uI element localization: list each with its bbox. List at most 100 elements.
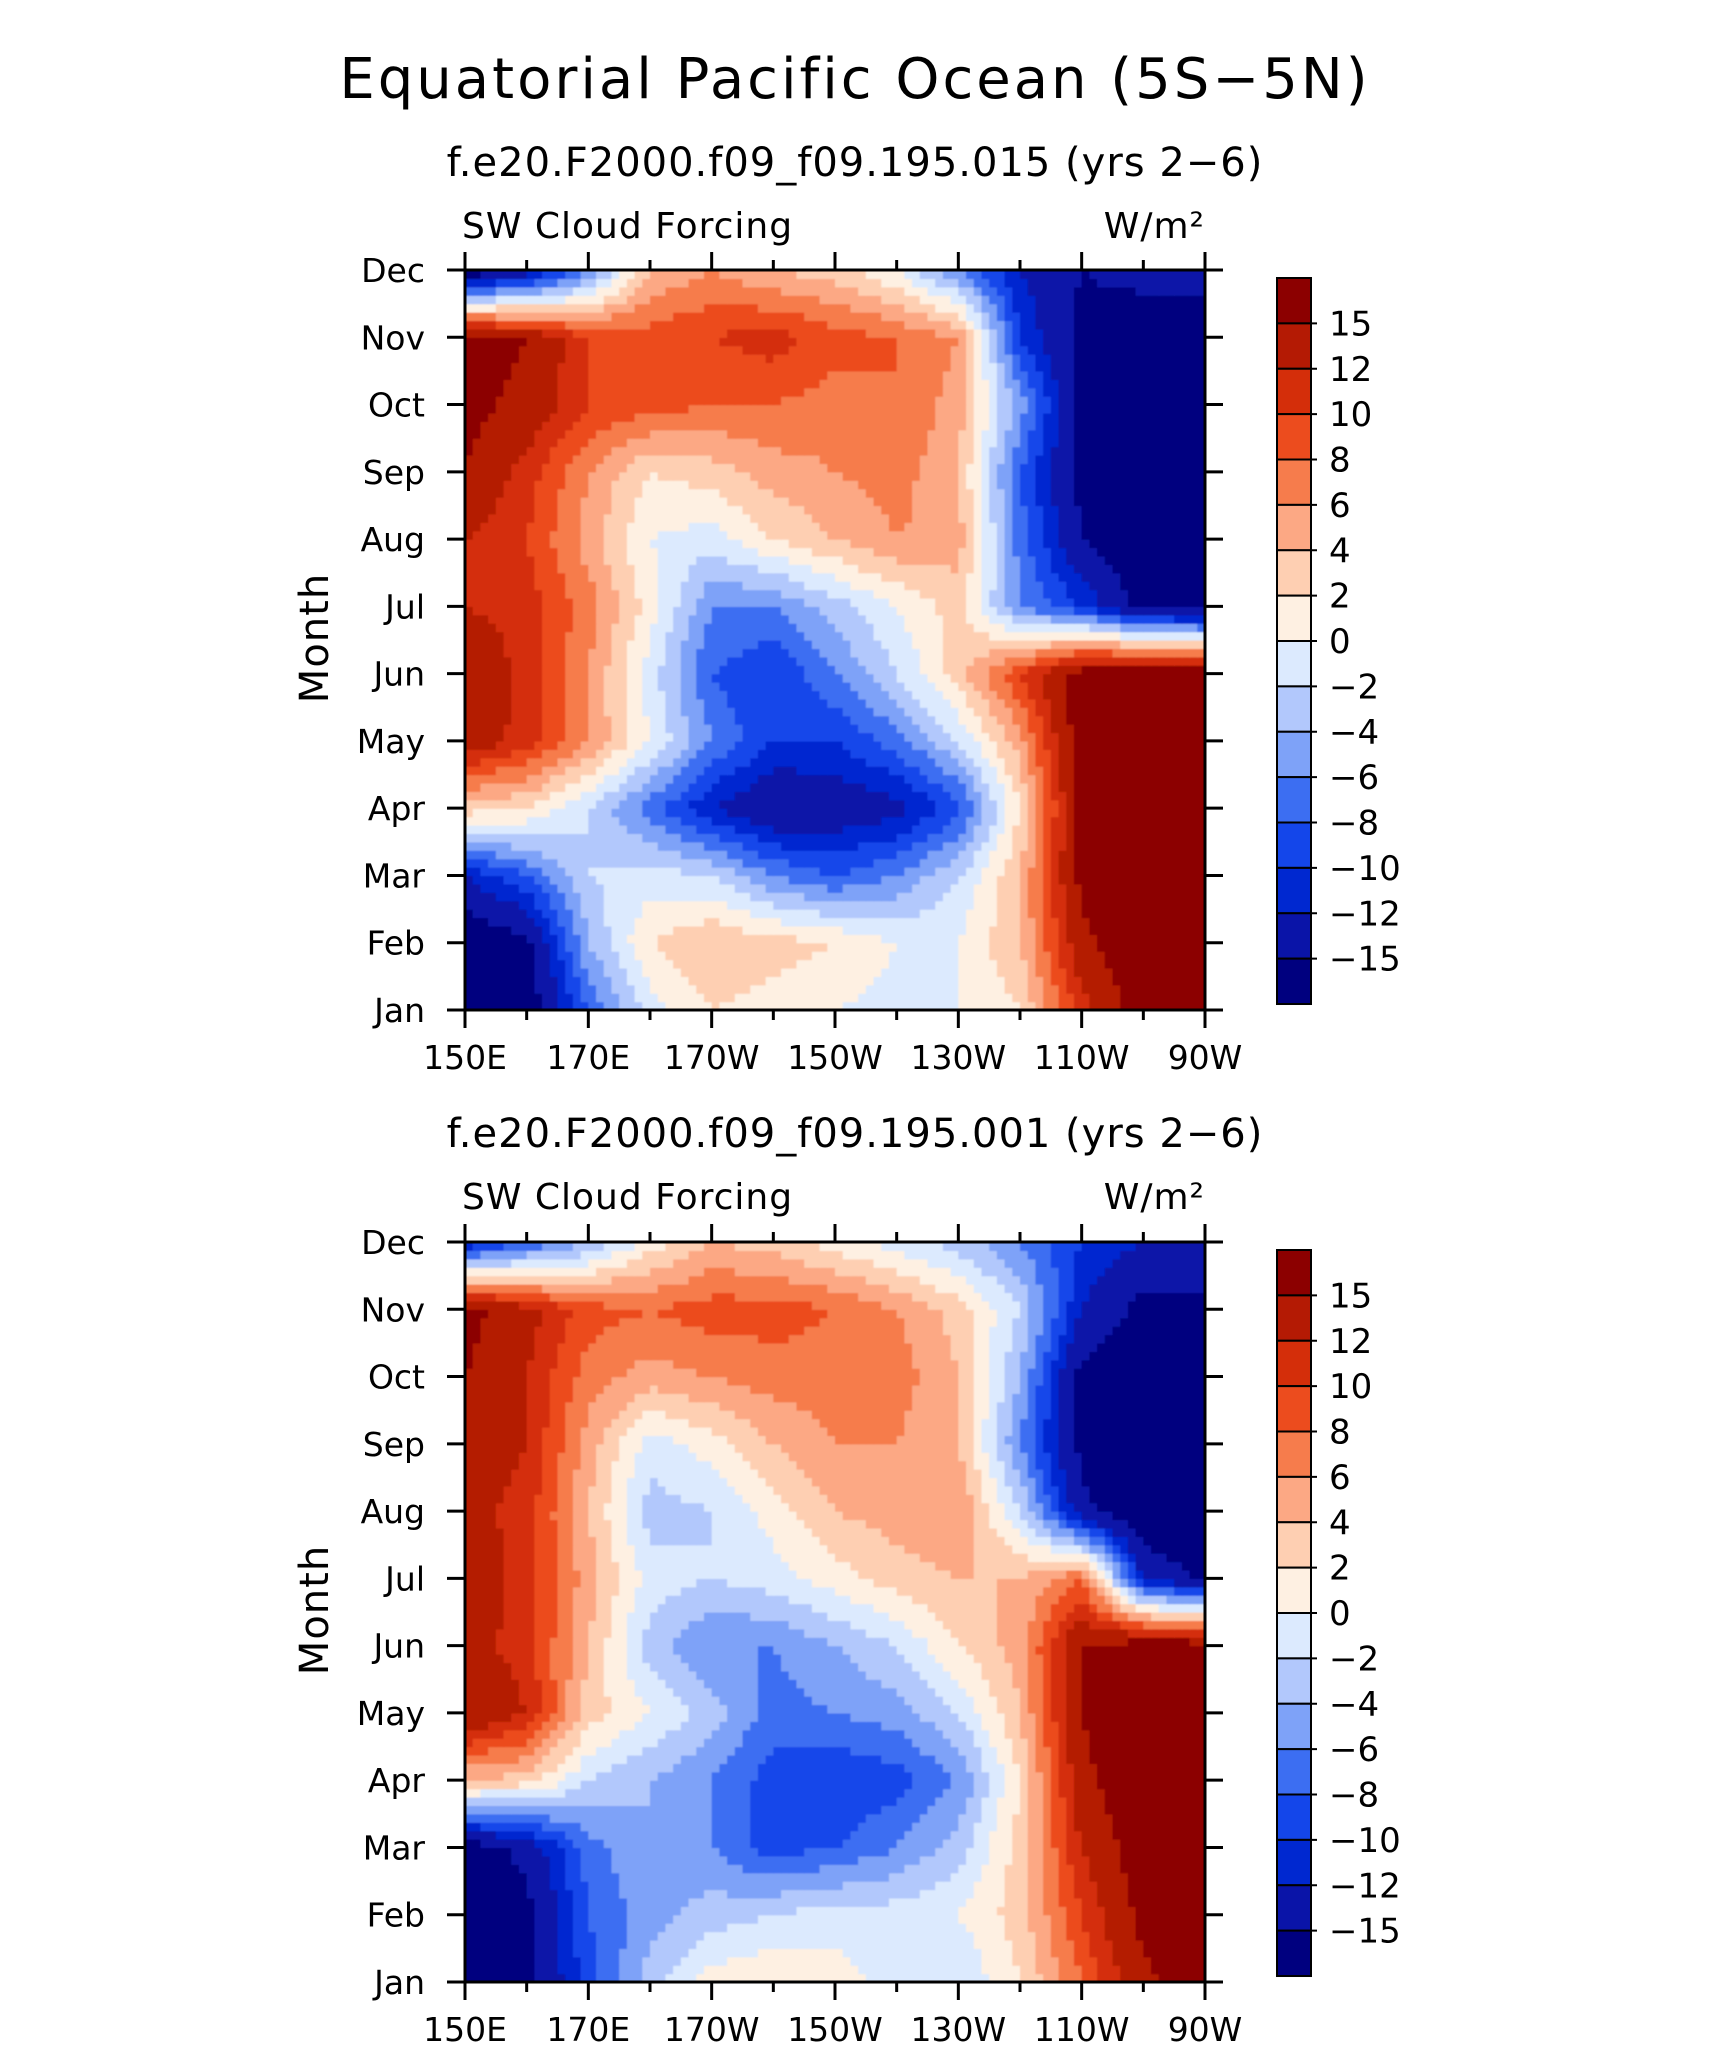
heatmap-cell <box>1143 867 1152 877</box>
heatmap-cell <box>888 589 898 599</box>
heatmap-cell <box>804 682 813 692</box>
heatmap-cell <box>835 623 844 633</box>
heatmap-cell <box>1189 841 1198 851</box>
heatmap-cell <box>981 631 990 641</box>
heatmap-cell <box>1058 976 1067 986</box>
heatmap-cell <box>719 1001 728 1011</box>
heatmap-cell <box>680 917 690 927</box>
heatmap-cell <box>596 841 605 851</box>
heatmap-cell <box>757 867 767 877</box>
heatmap-cell <box>819 665 828 675</box>
heatmap-cell <box>1197 1001 1206 1011</box>
heatmap-cell <box>650 648 659 658</box>
heatmap-cell <box>935 724 944 734</box>
heatmap-cell <box>549 749 559 759</box>
heatmap-cell <box>865 732 875 742</box>
heatmap-cell <box>1120 766 1129 776</box>
heatmap-cell <box>981 766 990 776</box>
heatmap-cell <box>958 631 967 641</box>
heatmap-cell <box>518 732 528 742</box>
heatmap-cell <box>1151 1001 1160 1011</box>
heatmap-cell <box>688 951 697 961</box>
heatmap-cell <box>1097 900 1106 910</box>
heatmap-cell <box>619 867 628 877</box>
heatmap-cell <box>495 976 505 986</box>
heatmap-cell <box>1027 925 1037 935</box>
heatmap-cell <box>827 640 836 650</box>
heatmap-cell <box>788 909 798 919</box>
heatmap-cell <box>488 900 497 910</box>
heatmap-cell <box>588 673 597 683</box>
heatmap-cell <box>596 581 605 591</box>
heatmap-cell <box>1043 631 1052 641</box>
heatmap-cell <box>565 665 574 675</box>
heatmap-cell <box>1181 959 1191 969</box>
heatmap-cell <box>626 623 636 633</box>
heatmap-cell <box>611 951 620 961</box>
heatmap-cell <box>835 766 844 776</box>
heatmap-cell <box>1027 682 1037 692</box>
heatmap-cell <box>865 993 875 1003</box>
heatmap-cell <box>719 875 728 885</box>
heatmap-cell <box>626 606 636 616</box>
heatmap-cell <box>835 673 844 683</box>
heatmap-cell <box>935 909 944 919</box>
heatmap-cell <box>796 808 805 818</box>
heatmap-cell <box>688 740 697 750</box>
heatmap-cell <box>835 791 844 801</box>
heatmap-cell <box>472 917 482 927</box>
heatmap-cell <box>888 959 898 969</box>
heatmap-cell <box>650 867 659 877</box>
heatmap-cell <box>711 656 720 666</box>
heatmap-cell <box>650 850 659 860</box>
heatmap-cell <box>680 833 690 843</box>
heatmap-cell <box>1174 698 1183 708</box>
heatmap-cell <box>549 959 559 969</box>
heatmap-cell <box>989 858 998 868</box>
heatmap-cell <box>1166 858 1175 868</box>
heatmap-cell <box>549 698 559 708</box>
heatmap-cell <box>742 799 751 809</box>
heatmap-cell <box>835 825 844 835</box>
heatmap-cell <box>495 850 505 860</box>
heatmap-cell <box>488 791 497 801</box>
heatmap-cell <box>981 782 990 792</box>
heatmap-cell <box>673 883 682 893</box>
heatmap-cell <box>912 749 921 759</box>
heatmap-cell <box>472 774 482 784</box>
heatmap-cell <box>495 614 505 624</box>
heatmap-cell <box>634 766 643 776</box>
heatmap-cell <box>1089 984 1098 994</box>
heatmap-cell <box>942 993 952 1003</box>
heatmap-cell <box>534 833 543 843</box>
heatmap-cell <box>773 959 782 969</box>
heatmap-cell <box>719 850 728 860</box>
heatmap-cell <box>626 673 636 683</box>
heatmap-cell <box>1158 808 1168 818</box>
heatmap-cell <box>1127 917 1137 927</box>
heatmap-cell <box>781 917 790 927</box>
heatmap-cell <box>966 867 975 877</box>
heatmap-cell <box>719 673 728 683</box>
heatmap-cell <box>1197 606 1206 616</box>
heatmap-cell <box>1089 917 1098 927</box>
heatmap-cell <box>703 631 713 641</box>
heatmap-cell <box>1020 597 1029 607</box>
heatmap-cell <box>542 614 551 624</box>
heatmap-cell <box>1197 749 1206 759</box>
heatmap-cell <box>1089 875 1098 885</box>
heatmap-cell <box>1158 673 1168 683</box>
heatmap-cell <box>842 782 852 792</box>
heatmap-cell <box>942 606 952 616</box>
heatmap-cell <box>1089 858 1098 868</box>
heatmap-cell <box>773 631 782 641</box>
heatmap-cell <box>642 942 651 952</box>
heatmap-cell <box>542 825 551 835</box>
heatmap-cell <box>996 572 1006 582</box>
heatmap-cell <box>1151 841 1160 851</box>
heatmap-cell <box>565 875 574 885</box>
heatmap-cell <box>827 623 836 633</box>
heatmap-cell <box>549 648 559 658</box>
heatmap-cell <box>950 942 959 952</box>
heatmap-cell <box>657 614 667 624</box>
